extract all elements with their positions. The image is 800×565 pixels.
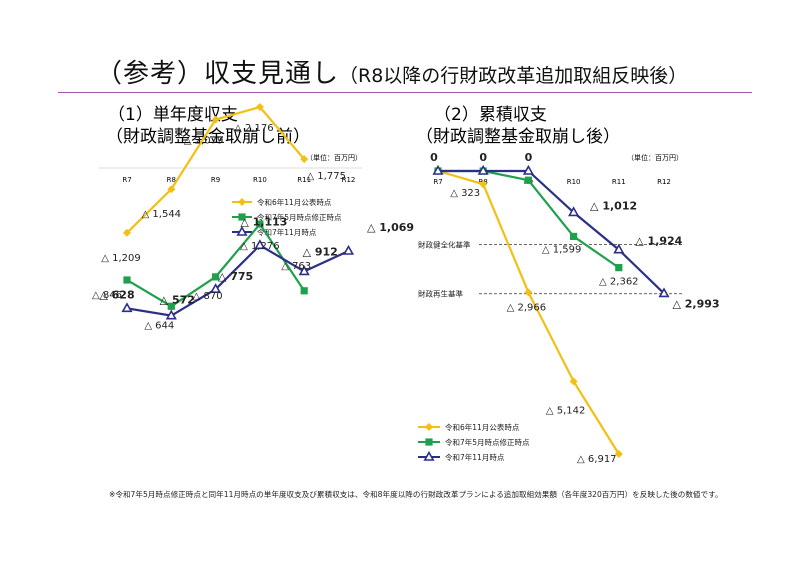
- chart2-point-s1-R9: [524, 288, 533, 297]
- chart1-data-label-s2-R11: △ 763: [281, 261, 311, 272]
- chart1-x-tick: R7: [122, 176, 131, 184]
- chart1-legend-label-1: 令和6年11月公表時点: [257, 197, 332, 207]
- chart2-legend-label-2: 令和7年5月時点修正時点: [445, 437, 530, 447]
- chart2-reference-label-2: 財政再生基準: [418, 289, 463, 299]
- footnote: ※令和7年5月時点修正時点と同年11月時点の単年度収支及び累積収支は、令和8年度…: [109, 490, 723, 499]
- chart1-unit: （単位：百万円）: [306, 153, 362, 162]
- chart1-data-label-s2-R8: △ 644: [144, 320, 174, 331]
- chart2-legend-label-3: 令和7年11月時点: [445, 452, 505, 462]
- chart1-x-tick: R12: [342, 176, 356, 184]
- chart1-x-tick: R9: [211, 176, 220, 184]
- chart1-point-s2-R8: [167, 302, 175, 310]
- chart2-heading: （2）累積収支: [434, 105, 547, 125]
- chart1-data-label-s1-R8: △ 1,544: [142, 209, 182, 220]
- chart1-data-label-s2-R7: △ 846: [92, 290, 122, 301]
- chart2-data-label-s1-R11: △ 6,917: [577, 454, 617, 465]
- chart1-point-s2-R11: [300, 287, 308, 295]
- chart1-legend-marker-3: [236, 225, 248, 236]
- chart2-data-label-s1-R8: △ 323: [450, 188, 480, 199]
- chart1-point-s3-R10: [254, 239, 266, 250]
- chart1-point-s2-R7: [123, 276, 131, 284]
- chart1-data-label-s1-R10: △ 2,176: [234, 123, 274, 134]
- chart2-point-s1-R10: [569, 377, 578, 386]
- chart2-point-s3-R9: [522, 164, 534, 175]
- chart1-point-s2-R10: [256, 220, 264, 228]
- chart1-series-line-3: [126, 243, 349, 317]
- chart2-point-s3-R8: [477, 164, 489, 175]
- chart2-point-s3-R12: [658, 287, 670, 298]
- chart1-data-label-s1-R7: △ 1,209: [101, 253, 141, 264]
- chart2-x-tick: R11: [612, 178, 626, 186]
- chart1-data-label-s3-R11: △ 912: [303, 245, 338, 258]
- chart1-point-s1-R8: [167, 185, 176, 194]
- chart1-subheading: （財政調整基金取崩し前）: [106, 127, 310, 147]
- chart1-point-s3-R8: [165, 309, 177, 320]
- chart2-data-label-s3-R11: △ 1,924: [635, 235, 682, 248]
- chart2-x-tick: R12: [657, 178, 671, 186]
- chart2-data-label-s3-R7: 0: [430, 151, 438, 164]
- chart1-data-label-s1-R9: △ 2,079: [184, 136, 224, 147]
- chart1-point-s3-R7: [121, 302, 133, 313]
- chart1-data-label-s1-R11: △ 1,775: [306, 171, 346, 182]
- chart2-data-label-s3-R10: △ 1,012: [590, 199, 637, 212]
- chart2-legend-marker-2: [425, 438, 433, 446]
- chart1-legend-label-2: 令和7年5月時点修正時点: [257, 212, 342, 222]
- chart1-data-label-s3-R12: △ 1,069: [367, 221, 414, 234]
- chart2-x-tick: R7: [433, 178, 442, 186]
- title-rule: [58, 92, 752, 93]
- chart1-point-s3-R9: [210, 283, 222, 294]
- chart2-x-tick: R10: [567, 178, 581, 186]
- chart1-heading: （1）単年度収支: [108, 105, 238, 125]
- chart1-legend-label-3: 令和7年11月時点: [257, 227, 317, 237]
- page-title-main: （参考）収支見通し: [96, 59, 340, 89]
- chart2-legend-marker-3: [423, 450, 435, 461]
- chart1-data-label-s3-R9: △ 775: [218, 270, 253, 283]
- chart2-data-label-s3-R8: 0: [479, 151, 487, 164]
- chart2-point-s2-R10: [570, 232, 578, 241]
- chart1-point-s1-R10: [255, 103, 264, 111]
- chart2-subheading: （財政調整基金取崩し後）: [416, 127, 620, 147]
- chart2-point-s1-R11: [614, 450, 623, 458]
- chart2-point-s1-R8: [479, 180, 488, 189]
- chart2-series-line-3: [438, 169, 665, 295]
- chart2-data-label-s3-R12: △ 2,993: [672, 297, 719, 310]
- chart2-point-s2-R9: [524, 176, 532, 184]
- chart2-data-label-s1-R10: △ 5,142: [546, 405, 586, 416]
- chart1-x-tick: R11: [297, 176, 311, 184]
- chart1-x-tick: R10: [253, 176, 267, 184]
- chart1-point-s1-R11: [300, 155, 309, 164]
- chart2-point-s2-R11: [615, 264, 623, 272]
- chart1-point-s3-R11: [298, 265, 310, 276]
- chart2-data-label-s1-R9: △ 2,966: [507, 302, 547, 313]
- page-title-sub: （R8以降の行財政改革追加取組反映後）: [339, 65, 688, 87]
- chart2-legend-marker-1: [425, 423, 433, 431]
- chart2-point-s3-R10: [568, 206, 580, 217]
- chart1-x-tick: R8: [167, 176, 176, 184]
- page-title: （参考）収支見通し（R8以降の行財政改革追加取組反映後）: [96, 53, 687, 90]
- chart2-point-s3-R7: [432, 164, 444, 175]
- chart1-point-s2-R9: [212, 273, 220, 281]
- chart2-unit: （単位：百万円）: [627, 153, 683, 162]
- chart1-point-s3-R12: [342, 244, 355, 255]
- chart1-data-label-s3-R10: △ 1,113: [240, 215, 287, 228]
- chart2-legend-label-1: 令和6年11月公表時点: [445, 422, 520, 432]
- chart2-data-label-s2-R11: △ 2,362: [599, 277, 639, 288]
- chart2-data-label-s3-R9: 0: [525, 151, 533, 164]
- chart1-point-s1-R9: [211, 115, 220, 124]
- chart1-legend-marker-2: [238, 213, 246, 221]
- chart2-point-s3-R11: [613, 243, 625, 254]
- chart1-legend-marker-1: [238, 198, 246, 206]
- chart2-reference-label-1: 財政健全化基準: [418, 240, 471, 250]
- chart1-data-label-s3-R7: △ 628: [99, 288, 134, 301]
- chart1-data-label-s3-R8: △ 572: [160, 294, 195, 307]
- chart1-data-label-s2-R9: △ 870: [193, 291, 223, 302]
- chart2-data-label-s2-R10: △ 1,599: [542, 244, 582, 255]
- chart1-point-s1-R7: [123, 228, 131, 237]
- chart1-data-label-s2-R10: △ 1,276: [240, 241, 280, 252]
